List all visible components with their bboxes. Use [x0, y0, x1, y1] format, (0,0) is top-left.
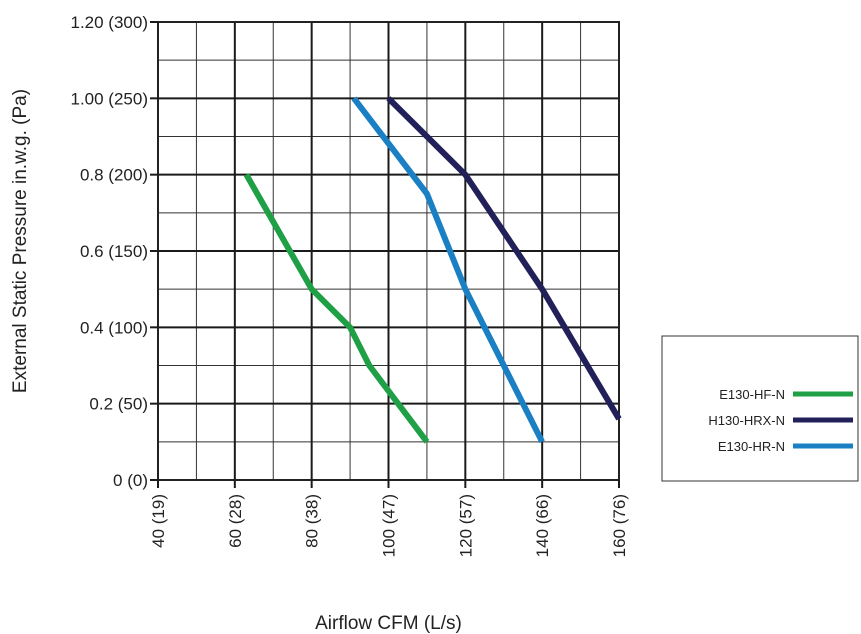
x-tick-label: 120 (57) — [456, 494, 475, 557]
x-tick-label: 40 (19) — [149, 494, 168, 548]
series-layer — [243, 96, 622, 444]
y-tick-label: 1.20 (300) — [71, 13, 149, 32]
x-tick-label: 160 (76) — [610, 494, 629, 557]
legend-box — [661, 335, 859, 482]
y-tick-label: 0.2 (50) — [89, 395, 148, 414]
y-tick-label: 0.4 (100) — [80, 318, 148, 337]
x-tick-label: 60 (28) — [226, 494, 245, 548]
x-tick-labels: 40 (19) 60 (28) 80 (38) 100 (47) 120 (57) 140… — [149, 480, 629, 557]
legend: E130-HF-N H130-HRX-N E130-HR-N — [661, 335, 859, 482]
legend-label-1: E130-HF-N — [719, 387, 785, 402]
series-line-1 — [243, 173, 430, 444]
legend-label-3: E130-HR-N — [718, 439, 785, 454]
series-line-3 — [351, 96, 545, 444]
x-tick-label: 80 (38) — [303, 494, 322, 548]
y-axis-title: External Static Pressure in.w.g. (Pa) — [10, 89, 31, 393]
y-tick-labels: 0 (0) 0.2 (50) 0.4 (100) 0.6 (150) 0.8 (200)… — [71, 13, 158, 490]
x-tick-label: 100 (47) — [380, 494, 399, 557]
y-tick-label: 1.00 (250) — [71, 89, 149, 108]
grid-major — [157, 21, 620, 481]
x-tick-label: 140 (66) — [533, 494, 552, 557]
y-tick-label: 0.6 (150) — [80, 242, 148, 261]
legend-label-2: H130-HRX-N — [708, 413, 785, 428]
series-line-2 — [386, 96, 622, 421]
y-tick-label: 0 (0) — [113, 471, 148, 490]
x-axis-title: Airflow CFM (L/s) — [315, 613, 462, 634]
y-tick-label: 0.8 (200) — [80, 166, 148, 185]
